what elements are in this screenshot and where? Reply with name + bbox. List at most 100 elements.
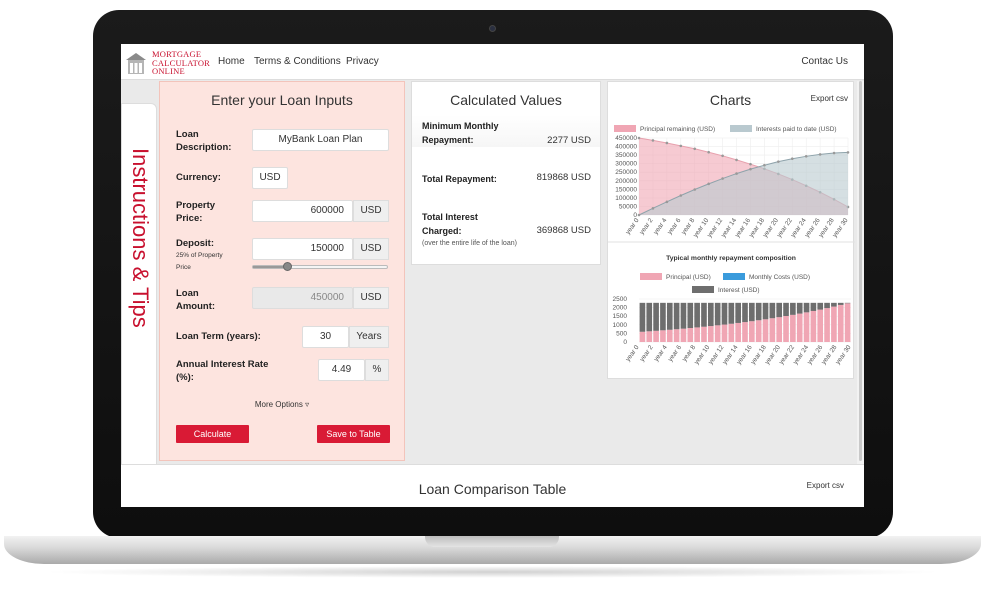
- currency-label: Currency:: [176, 172, 221, 183]
- bar-principal: [783, 316, 789, 342]
- label-line: Charged:: [422, 226, 462, 236]
- charts-panel: Charts Export csv Principal remaining (U…: [607, 81, 855, 379]
- data-point: [651, 207, 655, 210]
- bar-interest: [639, 302, 646, 332]
- y-tick-label: 2500: [613, 296, 628, 303]
- panel-title: Calculated Values: [450, 92, 562, 108]
- bar-interest: [735, 302, 741, 323]
- bar-principal: [817, 309, 824, 342]
- total-interest-label: Total Interest Charged:: [422, 210, 478, 238]
- x-tick-label: year 30: [834, 344, 852, 366]
- bar-interest: [790, 302, 796, 315]
- property-price-unit: USD: [353, 200, 389, 222]
- comparison-export-link[interactable]: Export csv: [806, 481, 844, 490]
- bar-principal: [831, 306, 837, 342]
- y-tick-label: 50000: [619, 203, 637, 210]
- charts-export-link[interactable]: Export csv: [810, 94, 848, 103]
- bar-principal: [707, 326, 714, 342]
- label-line: Property: [176, 200, 216, 211]
- divider: [412, 115, 600, 147]
- deposit-slider[interactable]: [252, 262, 388, 271]
- bar-principal: [680, 328, 687, 342]
- y-tick-label: 100000: [615, 195, 637, 202]
- nav-contact[interactable]: Contac Us: [801, 56, 848, 67]
- bar-principal: [694, 327, 700, 342]
- slider-thumb[interactable]: [283, 262, 292, 271]
- interest-rate-label: Annual Interest Rate (%):: [176, 358, 268, 384]
- bar-principal: [646, 331, 653, 342]
- bar-principal: [721, 324, 728, 342]
- loan-description-input[interactable]: MyBank Loan Plan: [252, 129, 389, 151]
- chevron-down-icon: ▿: [305, 400, 310, 409]
- legend-label: Interests paid to date (USD): [756, 126, 837, 133]
- bar-interest: [680, 302, 687, 329]
- bar-interest: [824, 302, 830, 309]
- data-point: [818, 153, 822, 156]
- label-line: Loan: [176, 129, 199, 140]
- bar-interest: [769, 302, 776, 319]
- label-line: Price: [176, 264, 191, 271]
- x-tick-label: year 4: [653, 344, 669, 363]
- deposit-input[interactable]: 150000: [252, 238, 353, 260]
- bar-interest: [803, 302, 810, 313]
- loan-amount-input: 450000: [252, 287, 353, 309]
- data-point: [707, 182, 710, 186]
- bar-principal: [687, 328, 694, 342]
- bar-interest: [783, 302, 789, 317]
- y-tick-label: 400000: [615, 144, 637, 151]
- loan-amount-label: Loan Amount:: [176, 287, 215, 313]
- instructions-tab[interactable]: [121, 103, 157, 481]
- nav-home[interactable]: Home: [218, 56, 245, 67]
- bar-principal: [673, 329, 680, 342]
- bar-interest: [817, 302, 824, 310]
- bar-interest: [762, 302, 769, 320]
- more-options-label: More Options: [254, 400, 303, 409]
- interest-rate-input[interactable]: 4.49: [318, 359, 365, 381]
- nav-privacy[interactable]: Privacy: [346, 56, 379, 67]
- y-tick-label: 350000: [615, 152, 637, 159]
- legend-label: Interest (USD): [718, 287, 760, 294]
- data-point: [637, 213, 641, 217]
- more-options-toggle[interactable]: More Options ▿: [160, 400, 404, 409]
- label-line: Price:: [176, 213, 203, 224]
- y-tick-label: 150000: [615, 186, 637, 193]
- currency-select[interactable]: USD: [252, 167, 288, 189]
- data-point: [832, 151, 836, 155]
- legend-swatch: [730, 125, 752, 132]
- bar-interest: [687, 302, 694, 329]
- bar-principal: [639, 331, 646, 342]
- bar-interest: [742, 302, 748, 323]
- x-tick-label: year 6: [667, 344, 683, 363]
- nav-terms[interactable]: Terms & Conditions: [254, 56, 341, 67]
- comparison-title: Loan Comparison Table: [418, 481, 567, 497]
- data-point: [735, 158, 738, 162]
- label-line: Amount:: [176, 301, 216, 312]
- bar-principal: [803, 312, 810, 342]
- logo-line: MORTGAGE: [152, 49, 202, 59]
- calculate-button[interactable]: Calculate: [176, 425, 249, 443]
- total-interest-note: (over the entire life of the loan): [422, 240, 517, 247]
- scrollbar-thumb[interactable]: [859, 81, 862, 461]
- bar-interest: [749, 302, 755, 322]
- data-point: [846, 151, 850, 154]
- bar-principal: [666, 329, 673, 342]
- loan-term-input[interactable]: 30: [302, 326, 349, 348]
- bar-principal: [755, 320, 762, 342]
- x-tick-label: year 0: [625, 344, 641, 363]
- brand-logo[interactable]: MORTGAGE CALCULATOR ONLINE: [125, 48, 215, 76]
- label-line: Loan: [176, 288, 199, 299]
- bar-principal: [749, 321, 755, 342]
- panel-title: Charts: [709, 92, 752, 108]
- save-to-table-button[interactable]: Save to Table: [317, 425, 390, 443]
- bar-principal: [701, 326, 707, 342]
- bar-interest: [721, 302, 728, 325]
- instructions-tab-label[interactable]: Instructions & Tips: [128, 148, 153, 328]
- loan-inputs-panel: Enter your Loan Inputs Loan Description:…: [159, 81, 405, 461]
- data-point: [651, 139, 655, 142]
- property-price-input[interactable]: 600000: [252, 200, 353, 222]
- label-line: Repayment:: [422, 135, 474, 145]
- chart-title: Typical monthly repayment composition: [666, 255, 796, 262]
- area-series: [639, 152, 848, 215]
- loan-term-label: Loan Term (years):: [176, 331, 261, 342]
- total-interest-value: 369868 USD: [536, 225, 591, 236]
